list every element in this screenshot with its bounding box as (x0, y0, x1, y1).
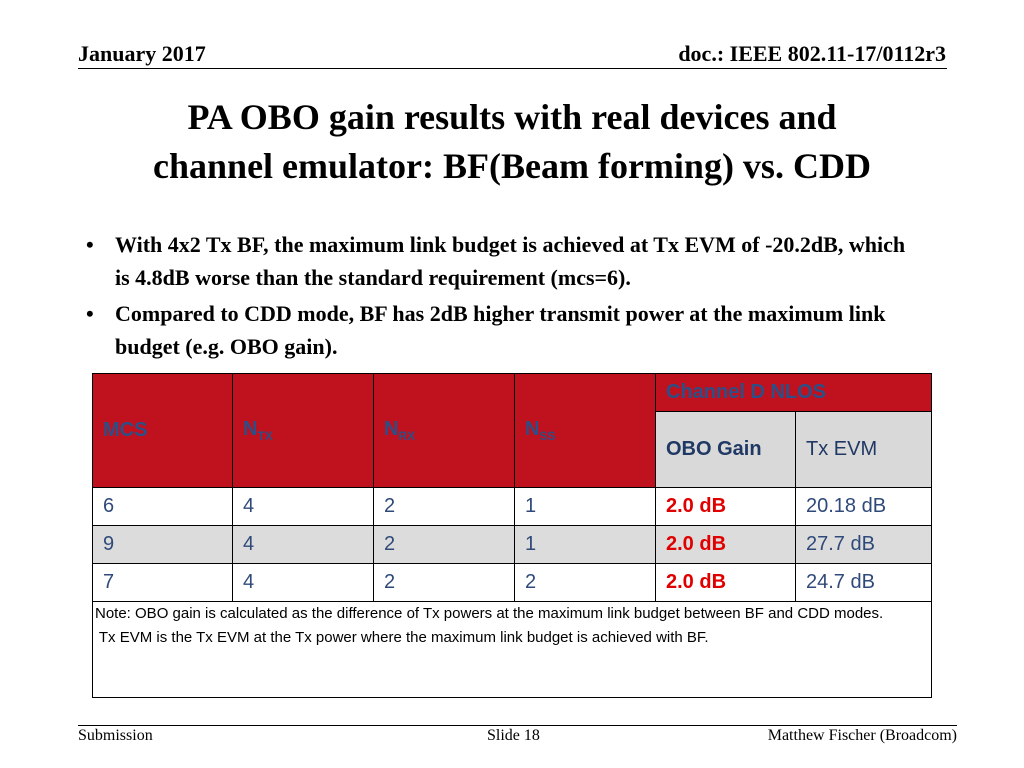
table-header-row: MCS NTX NRX NSS Channel D NLOS (92, 373, 933, 488)
footer-submission: Submission (78, 727, 153, 744)
cell-tx-evm: 24.7 dB (794, 563, 933, 602)
cell-nss: 2 (514, 563, 656, 602)
cell-nrx: 2 (373, 487, 515, 526)
bullet-item: • Compared to CDD mode, BF has 2dB highe… (86, 297, 906, 363)
cell-obo-gain: 2.0 dB (655, 487, 796, 526)
cell-mcs: 9 (92, 525, 233, 564)
cell-tx-evm: 27.7 dB (794, 525, 933, 564)
header-date: January 2017 (78, 41, 206, 66)
cell-mcs: 7 (92, 563, 233, 602)
cell-ntx: 4 (232, 525, 374, 564)
table-row: 9 4 2 1 2.0 dB 27.7 dB (92, 525, 933, 564)
cell-obo-gain: 2.0 dB (655, 563, 796, 602)
cell-nss: 1 (514, 487, 656, 526)
footer-author: Matthew Fischer (Broadcom) (767, 727, 957, 744)
cell-mcs: 6 (92, 487, 233, 526)
results-table: MCS NTX NRX NSS Channel D NLOS OBO Gain … (91, 373, 933, 698)
bullet-text: Compared to CDD mode, BF has 2dB higher … (115, 301, 886, 359)
footer-slide-number: Slide 18 (487, 727, 540, 744)
table-subheader-row: OBO Gain Tx EVM (93, 411, 933, 488)
slide-title: PA OBO gain results with real devices an… (60, 93, 964, 191)
header-channel-group: Channel D NLOS (654, 373, 933, 412)
cell-tx-evm: 20.18 dB (794, 487, 933, 526)
bullet-mark: • (86, 232, 94, 257)
slide-title-line-2: channel emulator: BF(Beam forming) vs. C… (153, 146, 871, 186)
header-doc-id: doc.: IEEE 802.11-17/0112r3 (678, 41, 946, 66)
table-note: Note: OBO gain is calculated as the diff… (91, 601, 933, 698)
bullet-list: • With 4x2 Tx BF, the maximum link budge… (86, 228, 906, 366)
note-line-1: Note: OBO gain is calculated as the diff… (95, 605, 884, 622)
footer-divider (78, 725, 957, 726)
slide-title-line-1: PA OBO gain results with real devices an… (187, 97, 837, 137)
bullet-item: • With 4x2 Tx BF, the maximum link budge… (86, 228, 906, 294)
cell-nrx: 2 (373, 525, 515, 564)
table-note-row: Note: OBO gain is calculated as the diff… (91, 601, 933, 698)
table-row: 7 4 2 2 2.0 dB 24.7 dB (92, 563, 933, 602)
cell-ntx: 4 (232, 563, 374, 602)
note-line-2: Tx EVM is the Tx EVM at the Tx power whe… (95, 629, 709, 646)
table-row: 6 4 2 1 2.0 dB 20.18 dB (92, 487, 933, 526)
header-tx-evm: Tx EVM (794, 411, 933, 488)
header-mcs: MCS (92, 373, 233, 488)
cell-obo-gain: 2.0 dB (655, 525, 796, 564)
header-obo-gain: OBO Gain (655, 411, 796, 488)
header-ntx: NTX (232, 373, 374, 488)
cell-ntx: 4 (232, 487, 374, 526)
cell-nss: 1 (514, 525, 656, 564)
header-divider (78, 68, 947, 69)
header-nss: NSS (514, 373, 656, 488)
header-nrx: NRX (373, 373, 515, 488)
cell-nrx: 2 (373, 563, 515, 602)
bullet-mark: • (86, 301, 94, 326)
bullet-text: With 4x2 Tx BF, the maximum link budget … (115, 232, 906, 290)
